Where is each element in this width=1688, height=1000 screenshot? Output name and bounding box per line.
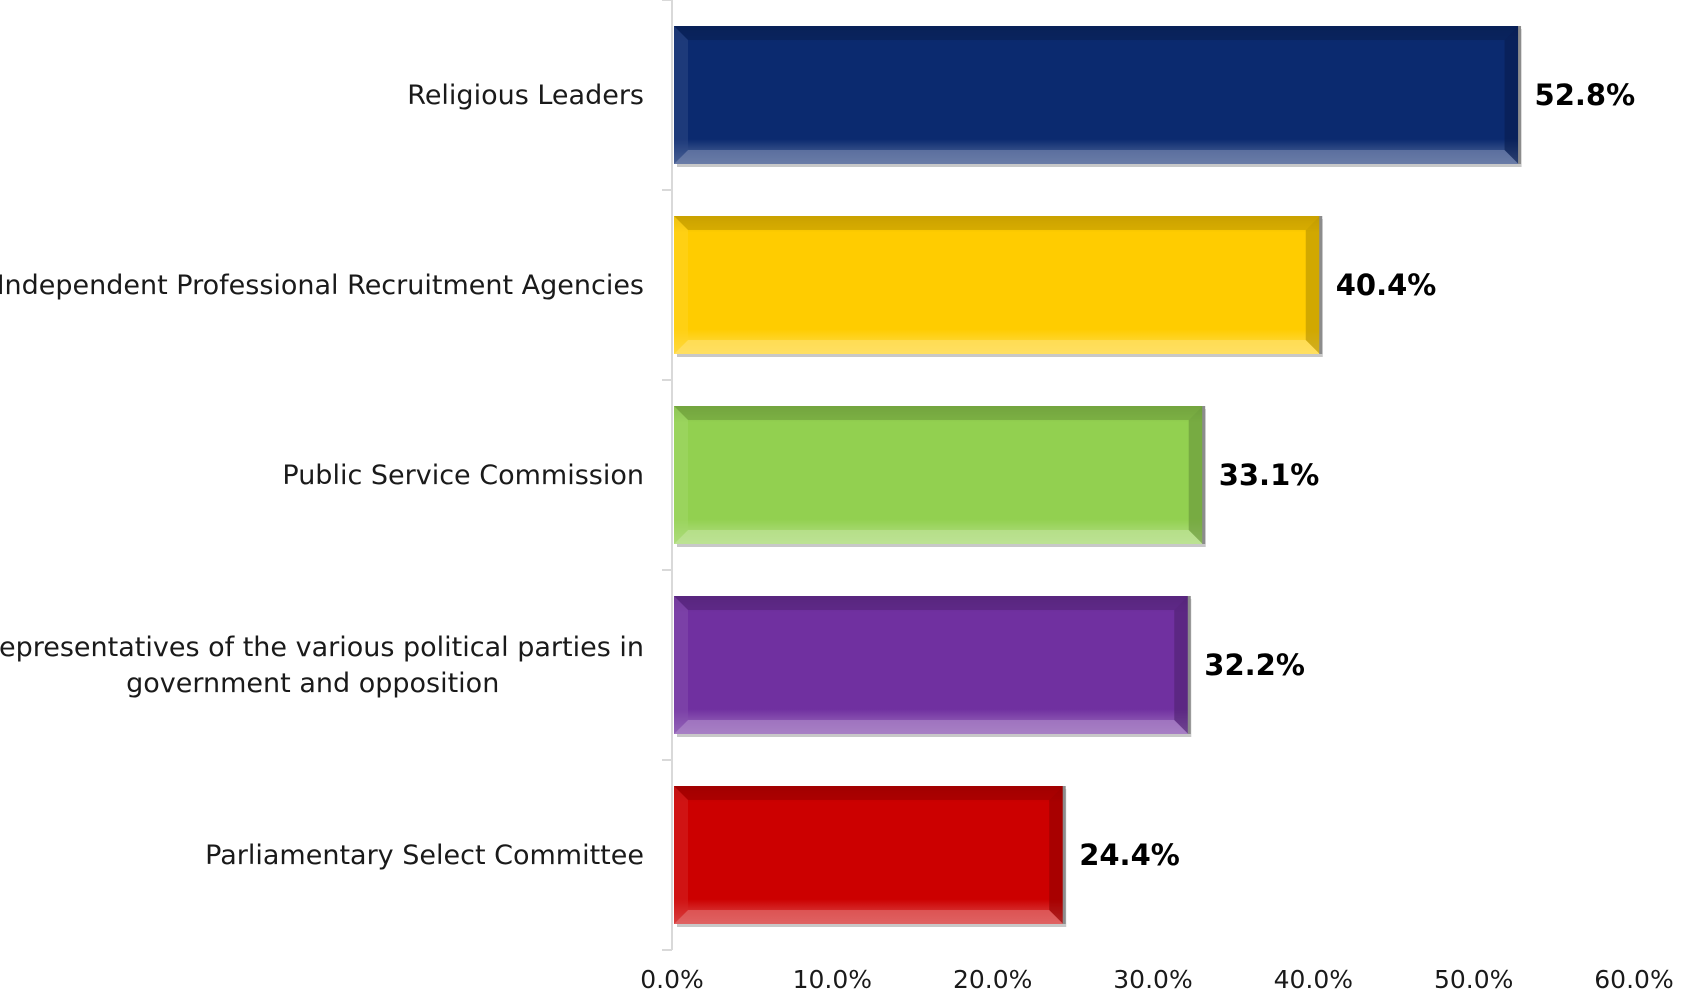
- bar-bevel-left: [674, 26, 688, 164]
- bar-bevel-bottom: [674, 530, 1203, 544]
- x-tick-label: 40.0%: [1274, 965, 1353, 994]
- x-tick-label: 0.0%: [640, 965, 704, 994]
- bar-bevel-bottom: [674, 150, 1519, 164]
- bar-bevel-right: [1049, 786, 1064, 924]
- x-tick-label: 60.0%: [1594, 965, 1673, 994]
- bar: [674, 406, 1206, 547]
- bar: [674, 216, 1323, 357]
- bar-bevel-left: [674, 216, 688, 354]
- x-tick-labels: 0.0% 10.0% 20.0% 30.0% 40.0% 50.0% 60.0%: [640, 965, 1673, 994]
- bar-rect: [674, 596, 1189, 734]
- value-label: 40.4%: [1336, 268, 1437, 302]
- bar-bevel-bottom: [674, 910, 1064, 924]
- bar-bevel-top: [674, 26, 1519, 40]
- category-labels: Religious Leaders Independent Professiona…: [0, 80, 644, 871]
- bar-bevel-top: [674, 596, 1189, 610]
- category-label: Religious Leaders: [407, 80, 644, 111]
- bar: [674, 786, 1067, 927]
- bar: [674, 26, 1522, 167]
- bar-rect: [674, 216, 1320, 354]
- bar-rect: [674, 406, 1203, 544]
- bar-bevel-top: [674, 406, 1203, 420]
- x-tick-label: 50.0%: [1434, 965, 1513, 994]
- bar-rect: [674, 786, 1064, 924]
- bar-bevel-right: [1305, 216, 1320, 354]
- value-label: 52.8%: [1535, 78, 1636, 112]
- bar-bevel-left: [674, 406, 688, 544]
- value-label: 33.1%: [1219, 458, 1320, 492]
- value-labels: 52.8% 40.4% 33.1% 32.2% 24.4%: [1079, 78, 1635, 872]
- bars: [674, 26, 1522, 927]
- category-label: Parliamentary Select Committee: [205, 840, 644, 871]
- bar-bevel-top: [674, 216, 1320, 230]
- bar-bevel-right: [1504, 26, 1519, 164]
- bar-bevel-bottom: [674, 340, 1320, 354]
- x-tick-label: 30.0%: [1113, 965, 1192, 994]
- bar-bevel-left: [674, 596, 688, 734]
- category-label: Representatives of the various political…: [0, 632, 644, 699]
- bar-bevel-left: [674, 786, 688, 924]
- y-axis: [662, 0, 673, 951]
- bar-bevel-right: [1188, 406, 1203, 544]
- x-tick-label: 20.0%: [953, 965, 1032, 994]
- bar-bevel-bottom: [674, 720, 1189, 734]
- value-label: 32.2%: [1204, 648, 1305, 682]
- bar-rect: [674, 26, 1519, 164]
- category-label: Public Service Commission: [282, 460, 644, 491]
- x-tick-label: 10.0%: [793, 965, 872, 994]
- bar-bevel-right: [1174, 596, 1189, 734]
- value-label: 24.4%: [1079, 838, 1180, 872]
- bar-bevel-top: [674, 786, 1064, 800]
- bar: [674, 596, 1192, 737]
- category-label: Independent Professional Recruitment Age…: [0, 270, 644, 301]
